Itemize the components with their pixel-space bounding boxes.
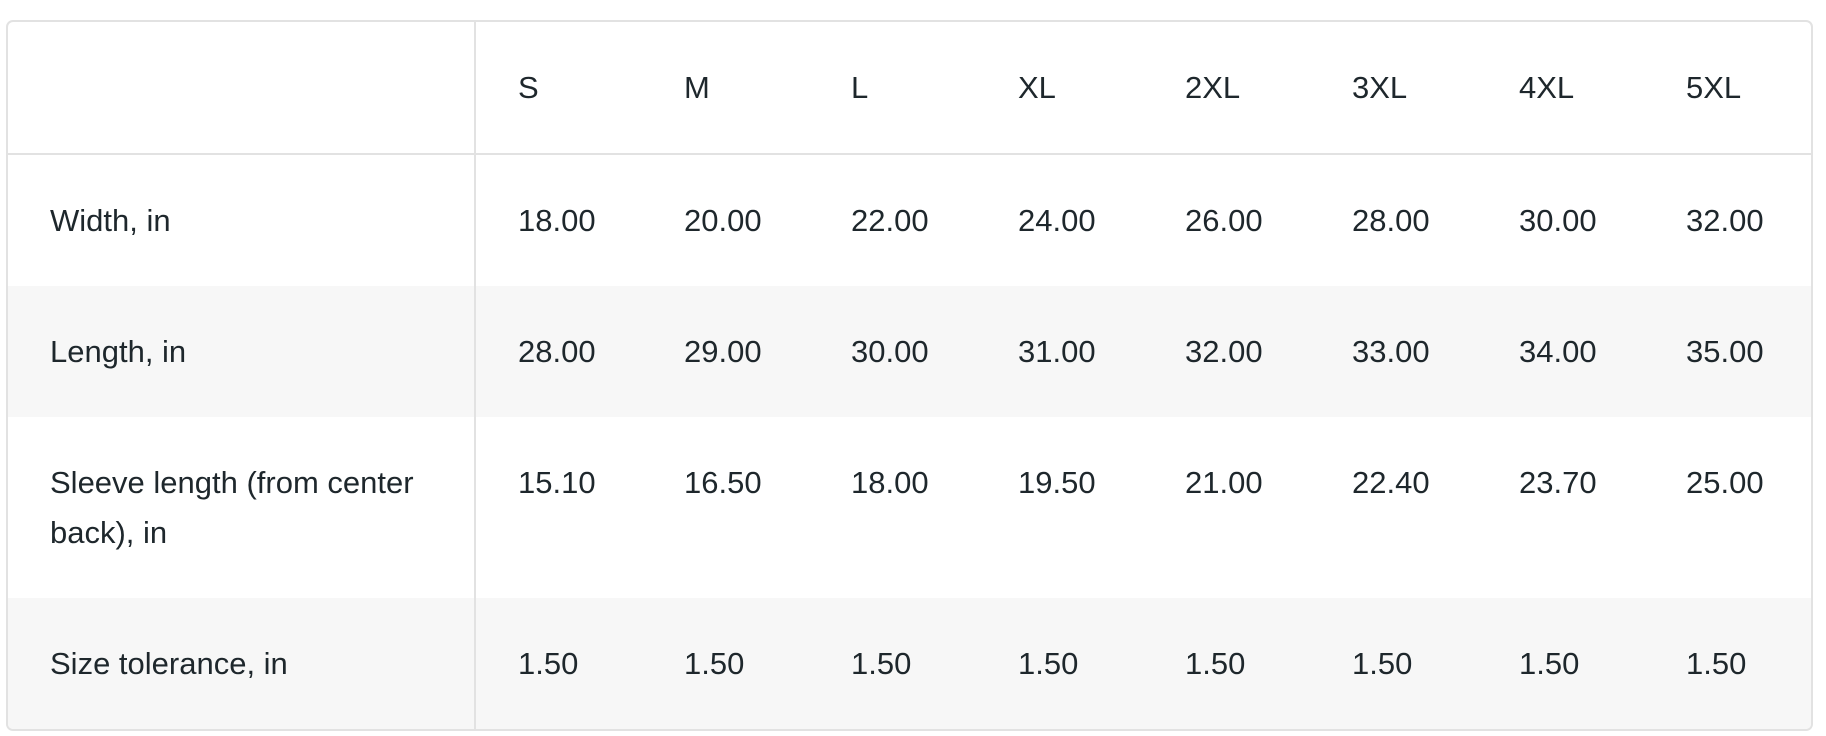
- measurement-cell: 28.00: [1352, 203, 1430, 238]
- size-header-l: L: [851, 70, 869, 105]
- size-header-m: M: [684, 70, 710, 105]
- size-chart-table: S M L XL 2XL 3XL 4XL 5XL Width, in 18.00 20.00 22.…: [6, 20, 1813, 731]
- table-row: Sleeve length (from center back), in 15.1…: [8, 417, 1811, 598]
- measurement-cell: 21.00: [1185, 465, 1263, 500]
- measurement-cell: 22.40: [1352, 465, 1430, 500]
- size-header-2xl: 2XL: [1185, 70, 1241, 105]
- measurement-cell: 26.00: [1185, 203, 1263, 238]
- size-header-3xl: 3XL: [1352, 70, 1408, 105]
- measurement-cell: 15.10: [518, 465, 596, 500]
- size-header-4xl: 4XL: [1519, 70, 1575, 105]
- table-row: Size tolerance, in 1.50 1.50 1.50 1.50 1.50 1.…: [8, 598, 1811, 729]
- measurement-cell: 1.50: [684, 646, 745, 681]
- measurement-cell: 32.00: [1686, 203, 1764, 238]
- corner-cell: [8, 22, 476, 154]
- measurement-cell: 1.50: [518, 646, 579, 681]
- measurement-cell: 35.00: [1686, 334, 1764, 369]
- row-label: Width, in: [8, 154, 476, 286]
- measurement-cell: 34.00: [1519, 334, 1597, 369]
- measurement-cell: 1.50: [1686, 646, 1747, 681]
- measurement-cell: 31.00: [1018, 334, 1096, 369]
- measurement-cell: 24.00: [1018, 203, 1096, 238]
- measurement-cell: 33.00: [1352, 334, 1430, 369]
- measurement-cell: 29.00: [684, 334, 762, 369]
- measurement-cell: 30.00: [1519, 203, 1597, 238]
- size-header-xl: XL: [1018, 70, 1056, 105]
- size-header-5xl: 5XL: [1686, 70, 1742, 105]
- measurement-cell: 30.00: [851, 334, 929, 369]
- measurement-cell: 1.50: [1185, 646, 1246, 681]
- table-row: Width, in 18.00 20.00 22.00 24.00 26.00 28.00 3…: [8, 154, 1811, 286]
- measurement-cell: 19.50: [1018, 465, 1096, 500]
- measurement-cell: 22.00: [851, 203, 929, 238]
- measurement-cell: 25.00: [1686, 465, 1764, 500]
- row-label: Sleeve length (from center back), in: [8, 417, 476, 598]
- measurement-cell: 1.50: [1018, 646, 1079, 681]
- header-row: S M L XL 2XL 3XL 4XL 5XL: [8, 22, 1811, 154]
- row-label: Size tolerance, in: [8, 598, 476, 729]
- measurement-cell: 32.00: [1185, 334, 1263, 369]
- measurement-cell: 16.50: [684, 465, 762, 500]
- measurement-cell: 18.00: [518, 203, 596, 238]
- measurement-cell: 28.00: [518, 334, 596, 369]
- measurement-cell: 18.00: [851, 465, 929, 500]
- row-label: Length, in: [8, 286, 476, 417]
- measurement-cell: 20.00: [684, 203, 762, 238]
- measurement-cell: 1.50: [851, 646, 912, 681]
- measurement-cell: 1.50: [1352, 646, 1413, 681]
- measurement-cell: 23.70: [1519, 465, 1597, 500]
- size-header-s: S: [518, 70, 539, 105]
- table-row: Length, in 28.00 29.00 30.00 31.00 32.00 33.00…: [8, 286, 1811, 417]
- measurement-cell: 1.50: [1519, 646, 1580, 681]
